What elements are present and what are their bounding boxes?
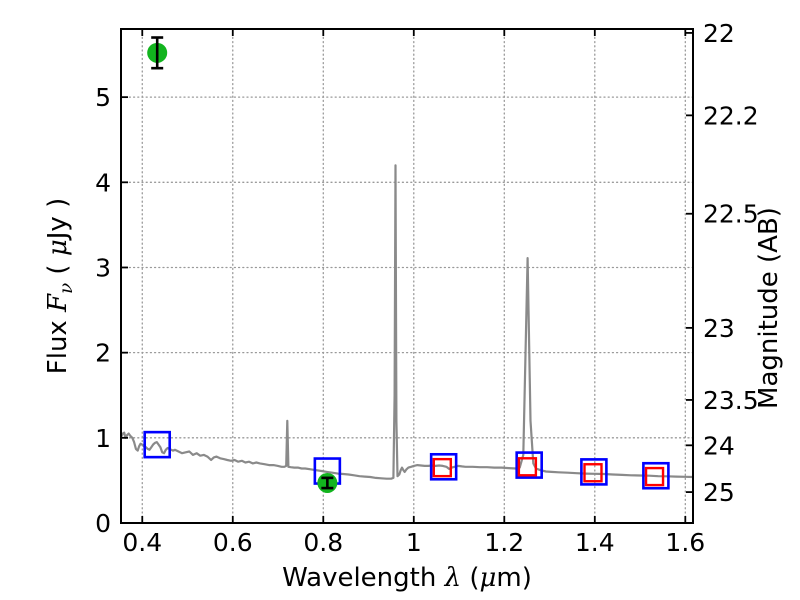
y-tick-label-magnitude: 22.5 [703, 200, 759, 229]
y-tick-label-magnitude: 23.5 [703, 386, 759, 415]
x-tick-label: 0.4 [122, 528, 162, 557]
plot-border [120, 28, 694, 524]
x-tick-label: 1.6 [665, 528, 705, 557]
model-photometry-red-squares-marker [583, 463, 603, 483]
y-tick-label-magnitude: 22.2 [703, 101, 759, 130]
model-photometry-blue-squares-marker [429, 452, 458, 481]
model-photometry-red-squares-marker [644, 466, 665, 487]
y-tick-label-flux: 5 [95, 83, 111, 112]
y-tick-label-flux: 1 [95, 424, 111, 453]
x-tick-label: 1.4 [575, 528, 615, 557]
axis-ticks [121, 29, 693, 524]
y-tick-label-magnitude: 22 [703, 19, 735, 48]
observed-photometry-green-circles-point [317, 472, 338, 493]
model-photometry-blue-squares-marker [580, 458, 608, 486]
x-axis-title: Wavelength λ (μm) [282, 563, 532, 593]
y-tick-label-flux: 3 [95, 253, 111, 282]
y-tick-label-flux: 0 [95, 509, 111, 538]
y-tick-label-magnitude: 23 [703, 314, 735, 343]
y-tick-label-magnitude: 25 [703, 478, 735, 507]
grid-lines [120, 28, 694, 524]
data-series [121, 36, 693, 493]
model-photometry-blue-squares-marker [642, 461, 670, 490]
y-axis-title-flux: Flux Fν​ ( μJy ) [43, 198, 77, 374]
x-tick-label: 0.8 [303, 528, 343, 557]
x-tick-label: 0.6 [213, 528, 253, 557]
axis-tick-labels: 0.4 0.6 0.8 1 1.2 1.4 1.60123452222.222.52323.… [95, 19, 759, 557]
y-tick-label-flux: 2 [95, 339, 111, 368]
model-photometry-blue-squares-marker [143, 430, 172, 459]
x-tick-label: 1 [406, 528, 422, 557]
y-axis-title-magnitude: Magnitude (AB) [754, 207, 784, 409]
model-spectrum [121, 164, 693, 480]
y-tick-label-magnitude: 24 [703, 431, 735, 460]
y-tick-label-flux: 4 [95, 168, 111, 197]
model-photometry-red-squares-marker [432, 457, 452, 478]
axis-titles: Wavelength λ (μm) Flux Fν​ ( μJy ) Magnitu… [43, 198, 784, 593]
model-photometry-blue-squares-marker [515, 451, 543, 479]
observed-photometry-green-circles-point [147, 36, 168, 70]
axes-border [120, 28, 694, 524]
x-tick-label: 1.2 [484, 528, 524, 557]
model-photometry-red-squares-marker [517, 457, 538, 477]
